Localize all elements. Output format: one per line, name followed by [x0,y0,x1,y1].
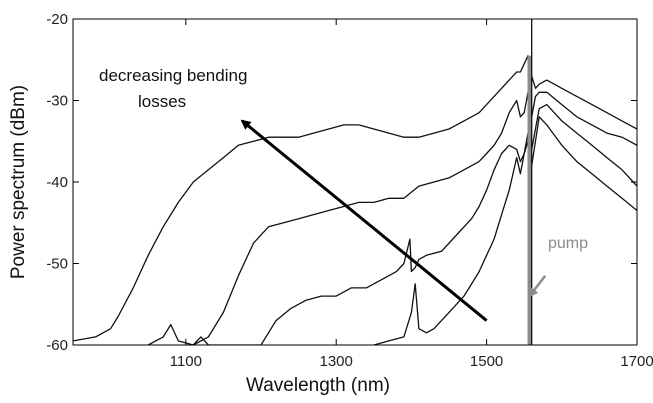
arrow-annotation-line2: losses [138,92,186,111]
y-tick-label: -60 [46,337,68,354]
y-tick-label: -50 [46,256,68,273]
x-tick-label: 1100 [170,353,202,370]
x-tick-label: 1500 [470,353,503,370]
spectrum-series-2 [148,92,637,345]
x-tick-label: 1700 [620,353,653,370]
arrow-annotation-line1: decreasing bending [99,66,247,85]
y-tick-label: -20 [46,11,68,28]
spectrum-series-3 [193,105,637,345]
spectrum-series-4 [374,117,637,345]
bending-losses-arrow [242,121,486,321]
pump-label: pump [548,235,588,252]
ticks-layer: 1100 1300 1500 1700 -60 -50 -40 -30 -20 [46,11,653,370]
y-tick-label: -30 [46,93,68,110]
y-axis-label: Power spectrum (dBm) [8,85,29,279]
x-axis-label: Wavelength (nm) [246,375,390,396]
y-tick-label: -40 [46,174,68,191]
x-tick-label: 1300 [320,353,353,370]
